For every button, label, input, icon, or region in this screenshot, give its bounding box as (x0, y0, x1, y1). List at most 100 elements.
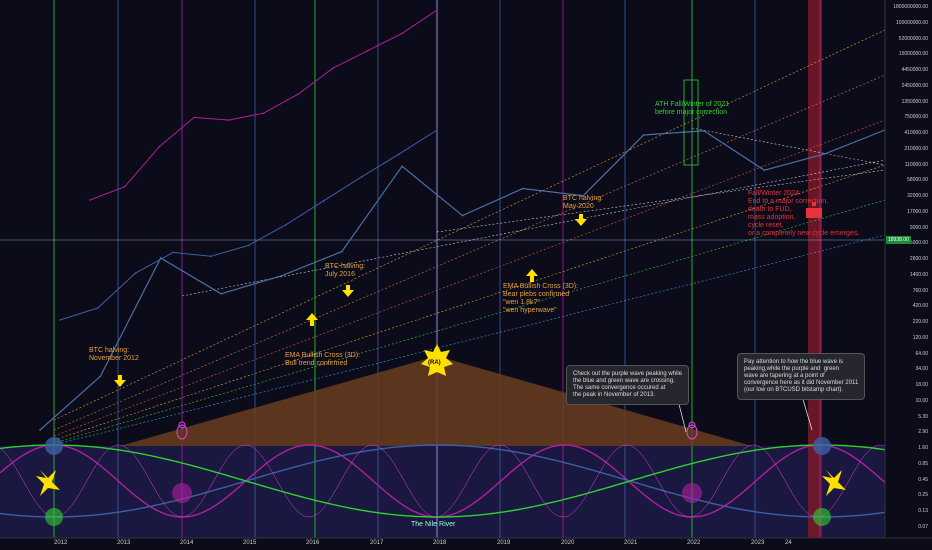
fan-line-8 (436, 169, 886, 233)
series-point (401, 32, 404, 35)
series-point (366, 49, 369, 52)
y-tick-label: 760.00 (912, 287, 928, 294)
y-tick-label: 0.45 (918, 476, 928, 483)
fan-line-3 (53, 119, 886, 437)
ath-box (683, 79, 699, 166)
y-tick-label: 5000.00 (909, 240, 928, 247)
series-point (323, 199, 325, 202)
purple-wave-minor (0, 444, 886, 518)
x-tick-label: 2012 (54, 540, 68, 546)
x-tick-label: 2016 (306, 540, 320, 546)
series-point (332, 67, 334, 69)
series-point (703, 130, 705, 132)
fan-line-1 (53, 29, 886, 421)
series-point (436, 129, 438, 131)
series-point (582, 194, 585, 197)
y-tick-label: 5.30 (918, 413, 928, 420)
series-point (172, 251, 174, 254)
y-tick-label: 210000.00 (904, 145, 928, 152)
sun-icon (421, 344, 453, 376)
y-tick-label: 2.90 (918, 429, 928, 436)
y-tick-label: 1400.00 (909, 271, 928, 278)
y-tick-label: 2450000.00 (901, 82, 928, 89)
series-point (823, 153, 826, 155)
y-tick-label: 10.00 (915, 397, 928, 404)
pyramid (120, 356, 752, 446)
y-tick-label: 0.07 (918, 524, 928, 530)
arrow-up-icon-2019 (526, 269, 538, 282)
purple-node-2022 (682, 483, 702, 503)
arrow-down-icon-2012 (114, 375, 126, 387)
purple-node-2014 (172, 483, 192, 503)
series-point (228, 119, 230, 121)
x-tick-label: 24 (785, 540, 792, 546)
ema-2015-label: EMA Bullish Cross (3D): Bull trend confi… (285, 352, 361, 367)
y-tick-label: 64.00 (915, 350, 928, 357)
series-point (360, 175, 363, 178)
y-tick-label: 0.85 (918, 460, 928, 467)
series-point (262, 112, 265, 115)
y-tick-label: 4450000.00 (901, 67, 928, 74)
series-point (522, 187, 524, 190)
x-tick-label: 2023 (751, 540, 765, 546)
fan-line-5 (53, 199, 886, 444)
x-tick-label: 2021 (624, 540, 638, 546)
x-tick-label: 2020 (561, 540, 575, 546)
nile-label: The Nile River (411, 521, 456, 528)
green-node-2012 (45, 508, 63, 526)
series-point (210, 255, 212, 258)
fan-line-6 (53, 234, 886, 446)
series-point (763, 169, 766, 172)
series-point (123, 185, 126, 188)
fan-line-4 (53, 164, 886, 441)
y-tick-label: 1350000.00 (901, 98, 928, 105)
blue-wave (0, 444, 886, 518)
y-tick-label: 58000.00 (907, 177, 928, 184)
y-tick-label: 15000000.00 (898, 51, 928, 58)
star-icon-right (822, 470, 846, 496)
star-icon-left (36, 470, 60, 496)
series-point (96, 307, 99, 309)
ra-label: (RA) (428, 360, 441, 366)
x-tick-label: 2017 (370, 540, 384, 546)
y-tick-label: 1.60 (918, 445, 928, 452)
y-tick-label: 0.25 (918, 492, 928, 499)
fall-2024-label: Fall/Winter 2024: End to a major correct… (748, 190, 860, 237)
penguin-icon-2022 (686, 421, 698, 440)
x-tick-label: 2013 (117, 540, 131, 546)
x-tick-label: 2018 (433, 540, 447, 546)
halving-2012-label: BTC halving: November 2012 (89, 347, 139, 362)
y-tick-label: 110000.00 (904, 161, 928, 168)
penguin-icon-2014 (176, 421, 188, 440)
series-point (285, 223, 288, 226)
series-point (401, 165, 403, 168)
wave-panel (0, 446, 885, 538)
series-layer (39, 9, 886, 431)
wave-layer (0, 444, 886, 518)
y-tick-label: 2600.00 (909, 256, 928, 263)
arrow-down-icon-2016 (342, 285, 354, 297)
y-tick-label: 410000.00 (904, 130, 928, 137)
series-point (436, 9, 438, 11)
arrow-down-icon-2020 (575, 214, 587, 226)
y-tick-label: 17000.00 (907, 208, 928, 215)
ema-2019-label: EMA Bullish Cross (3D): Bear plebs confi… (503, 283, 579, 314)
green-node-2024 (813, 508, 831, 526)
series-point (297, 93, 300, 95)
series-point (220, 292, 222, 295)
halving-2020-label: BTC halving: May 2020 (563, 195, 604, 210)
series-point (59, 319, 61, 321)
series-point (134, 272, 137, 275)
y-tick-label: 750000.00 (904, 114, 928, 121)
y-tick-label: 420.00 (912, 303, 928, 310)
note-pointer-2 (801, 395, 813, 431)
y-tick-label: 0.13 (918, 508, 928, 515)
ath-label: ATH Fall/Winter of 2021 before major cor… (655, 101, 730, 116)
series-point (398, 153, 401, 155)
x-tick-label: 2022 (687, 540, 701, 546)
highlight-2024 (808, 0, 822, 538)
series-point (642, 134, 645, 136)
y-tick-label: 9000.00 (909, 224, 928, 231)
trend-fan (53, 29, 886, 446)
